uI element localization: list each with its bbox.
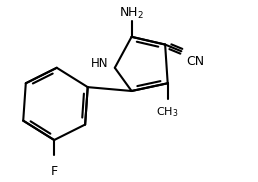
Text: CN: CN [186, 55, 204, 68]
Text: CH$_3$: CH$_3$ [156, 105, 179, 119]
Text: HN: HN [91, 57, 108, 70]
Text: NH$_2$: NH$_2$ [119, 6, 144, 21]
Text: F: F [51, 165, 58, 177]
